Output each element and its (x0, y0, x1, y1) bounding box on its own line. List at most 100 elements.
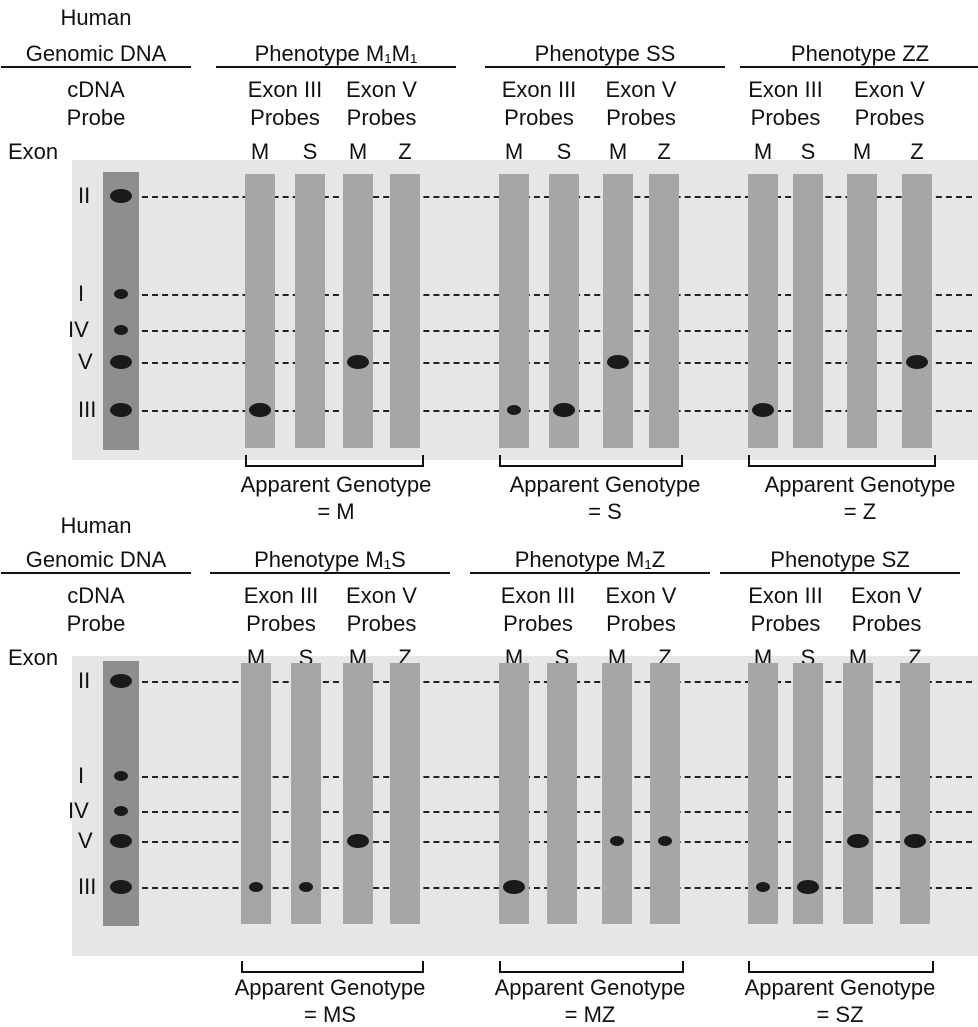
header-genomic-dna: Genomic DNA (1, 548, 191, 574)
hybridization-band (110, 355, 132, 369)
hybridization-band (110, 674, 132, 688)
probes-label: Probes (504, 105, 574, 130)
exon-v-probes-header: Exon V (605, 77, 677, 102)
exon-row-label: IV (68, 317, 89, 342)
hybridization-band (114, 806, 128, 816)
genotype-value: = SZ (816, 1002, 864, 1027)
blot-lane (499, 663, 529, 924)
exon-v-probes-header: Exon V (851, 583, 922, 608)
apparent-genotype-label: Apparent Genotype (509, 472, 701, 497)
hybridization-band (347, 834, 369, 848)
phenotype-title: Phenotype ZZ (740, 42, 978, 68)
lane-label: M (852, 139, 872, 164)
genotype-bracket (499, 961, 684, 973)
probes-label: Probes (606, 105, 676, 130)
blot-lane (241, 663, 271, 924)
exon-row-label: V (78, 828, 93, 853)
hybridization-band (114, 289, 128, 299)
genotype-value: = M (317, 499, 355, 524)
genotype-bracket (241, 961, 424, 973)
phenotype-title: Phenotype SZ (720, 548, 960, 574)
blot-lane (843, 663, 873, 924)
hybridization-band (553, 403, 575, 417)
blot-lane (900, 663, 930, 924)
phenotype-title: Phenotype M₁M₁ (216, 42, 456, 68)
blot-lane (245, 174, 275, 448)
phenotype-title: Phenotype M₁Z (470, 548, 710, 574)
blot-lane (603, 174, 633, 448)
blot-lane (343, 174, 373, 448)
hybridization-band (110, 403, 132, 417)
exon-v-probes-header: Exon V (605, 583, 677, 608)
probes-label: Probes (346, 105, 417, 130)
lane-label: M (250, 139, 270, 164)
hybridization-band (110, 880, 132, 894)
hybridization-band (110, 834, 132, 848)
hybridization-band (114, 771, 128, 781)
exon-row-label: I (78, 763, 85, 788)
lane-label: S (302, 139, 318, 164)
bottom-panel: Human Genomic DNA cDNA Probe Exon II I IV V III Ph… (0, 506, 978, 1027)
exon-row-label: I (78, 281, 85, 306)
probes-label: Probes (851, 611, 922, 636)
blot-lane (291, 663, 321, 924)
apparent-genotype-label: Apparent Genotype (764, 472, 956, 497)
blot-lane (793, 663, 823, 924)
genotype-bracket (748, 455, 936, 467)
exon-row-label: II (78, 183, 91, 208)
hybridization-band (110, 189, 132, 203)
lane-label: S (556, 139, 572, 164)
apparent-genotype-label: Apparent Genotype (240, 472, 432, 497)
lane-label: M (608, 139, 628, 164)
genotype-value: = MS (304, 1002, 356, 1027)
exon-v-probes-header: Exon V (854, 77, 925, 102)
phenotype-title: Phenotype SS (485, 42, 725, 68)
hybridization-band (607, 355, 629, 369)
exon-iii-probes-header: Exon III (501, 77, 577, 102)
header-probe: Probe (66, 105, 126, 130)
exon-row-label: III (78, 397, 97, 422)
hybridization-band (797, 880, 819, 894)
hybridization-band (503, 880, 525, 894)
probes-label: Probes (854, 105, 925, 130)
hybridization-band (847, 834, 869, 848)
exon-axis-label: Exon (8, 645, 59, 670)
blot-lane (748, 663, 778, 924)
hybridization-band (610, 836, 624, 846)
apparent-genotype-label: Apparent Genotype (494, 975, 686, 1000)
hybridization-band (299, 882, 313, 892)
blot-lane (547, 663, 577, 924)
exon-iii-probes-header: Exon III (748, 583, 823, 608)
probes-label: Probes (503, 611, 573, 636)
lane-label: M (753, 139, 773, 164)
hybridization-band (904, 834, 926, 848)
blot-lane (549, 174, 579, 448)
exon-iii-probes-header: Exon III (500, 583, 576, 608)
lane-label: Z (910, 139, 924, 164)
blot-lane (390, 663, 420, 924)
probes-label: Probes (750, 105, 821, 130)
blot-lane (847, 174, 877, 448)
genomic-dna-lane (103, 172, 139, 450)
header-cdna: cDNA (67, 77, 125, 102)
probes-label: Probes (750, 611, 821, 636)
genotype-value: = Z (843, 499, 877, 524)
hybridization-band (347, 355, 369, 369)
blot-lane (602, 663, 632, 924)
genotype-bracket (245, 455, 424, 467)
probes-label: Probes (606, 611, 676, 636)
exon-axis-label: Exon (8, 139, 59, 164)
exon-v-probes-header: Exon V (346, 77, 417, 102)
apparent-genotype-label: Apparent Genotype (744, 975, 936, 1000)
blot-lane (390, 174, 420, 448)
blot-lane (649, 174, 679, 448)
probes-label: Probes (246, 611, 316, 636)
apparent-genotype-label: Apparent Genotype (234, 975, 426, 1000)
genotype-bracket (499, 455, 683, 467)
lane-label: Z (657, 139, 671, 164)
header-human: Human (60, 513, 132, 538)
exon-row-label: II (78, 668, 91, 693)
exon-iii-probes-header: Exon III (243, 583, 319, 608)
phenotype-title: Phenotype M₁S (210, 548, 450, 574)
blot-lane (343, 663, 373, 924)
